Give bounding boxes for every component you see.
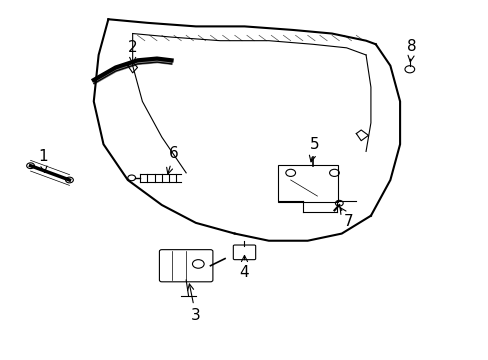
FancyBboxPatch shape	[233, 245, 255, 260]
FancyBboxPatch shape	[277, 165, 337, 202]
Text: 5: 5	[309, 137, 319, 162]
Text: 6: 6	[166, 146, 179, 174]
Text: 8: 8	[407, 39, 416, 62]
Text: 1: 1	[38, 149, 47, 172]
FancyBboxPatch shape	[159, 249, 212, 282]
Text: 4: 4	[239, 256, 249, 280]
Text: 3: 3	[187, 284, 201, 323]
Text: 2: 2	[127, 40, 137, 63]
Text: 7: 7	[339, 208, 353, 229]
